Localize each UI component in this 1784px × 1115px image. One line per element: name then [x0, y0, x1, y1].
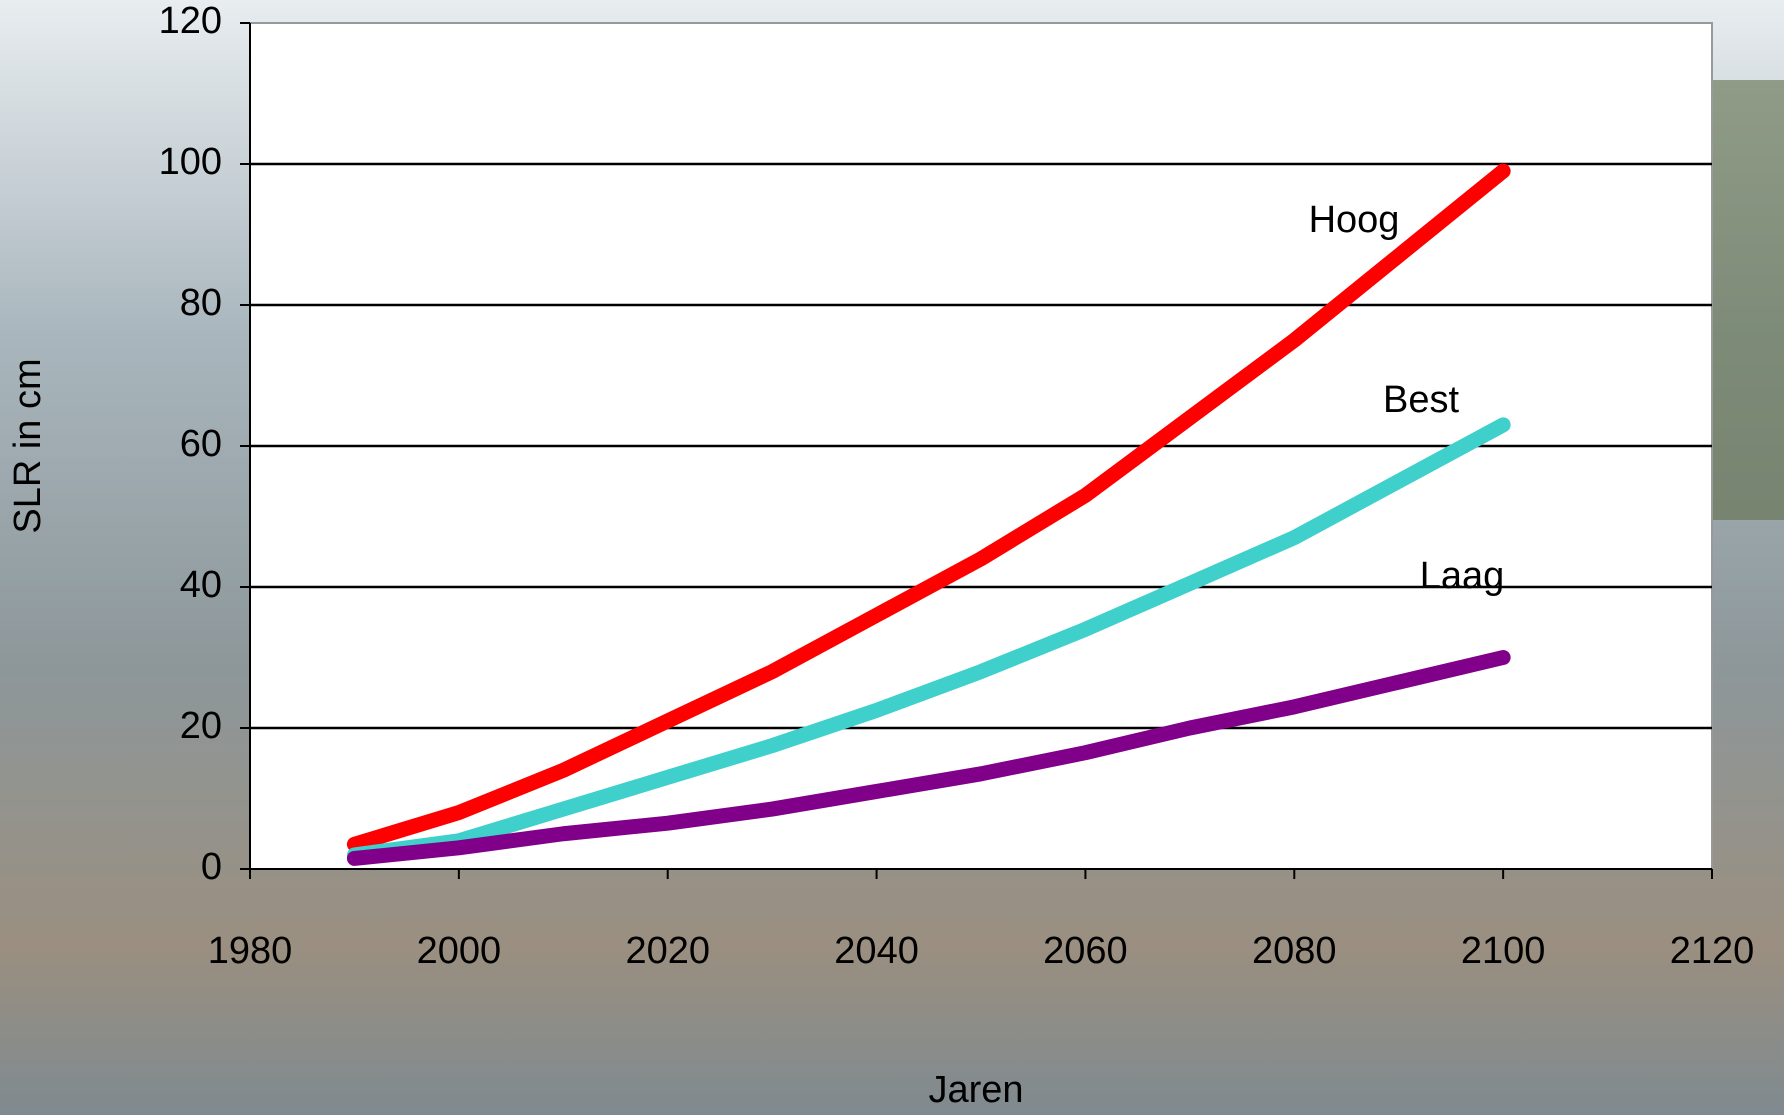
series-label: Laag — [1420, 555, 1505, 597]
x-tick-label: 2120 — [1670, 930, 1755, 972]
x-axis-label: Jaren — [928, 1069, 1023, 1111]
x-tick-label: 2100 — [1461, 930, 1546, 972]
y-tick-label: 100 — [159, 141, 222, 183]
x-tick-label: 2020 — [625, 930, 710, 972]
x-tick-label: 2060 — [1043, 930, 1128, 972]
series-label: Best — [1383, 379, 1459, 421]
x-tick-label: 2000 — [417, 930, 502, 972]
y-tick-label: 120 — [159, 0, 222, 42]
x-tick-label: 1980 — [208, 930, 293, 972]
y-tick-label: 0 — [201, 846, 222, 888]
y-tick-label: 20 — [180, 705, 222, 747]
series-label: Hoog — [1309, 199, 1400, 241]
chart: Jaren SLR in cm 020406080100120198020002… — [0, 0, 1784, 1115]
x-tick-label: 2080 — [1252, 930, 1337, 972]
y-tick-label: 80 — [180, 282, 222, 324]
y-tick-label: 40 — [180, 564, 222, 606]
y-axis-label: SLR in cm — [7, 358, 49, 533]
y-tick-label: 60 — [180, 423, 222, 465]
background-trees — [1712, 80, 1784, 520]
x-tick-label: 2040 — [834, 930, 919, 972]
